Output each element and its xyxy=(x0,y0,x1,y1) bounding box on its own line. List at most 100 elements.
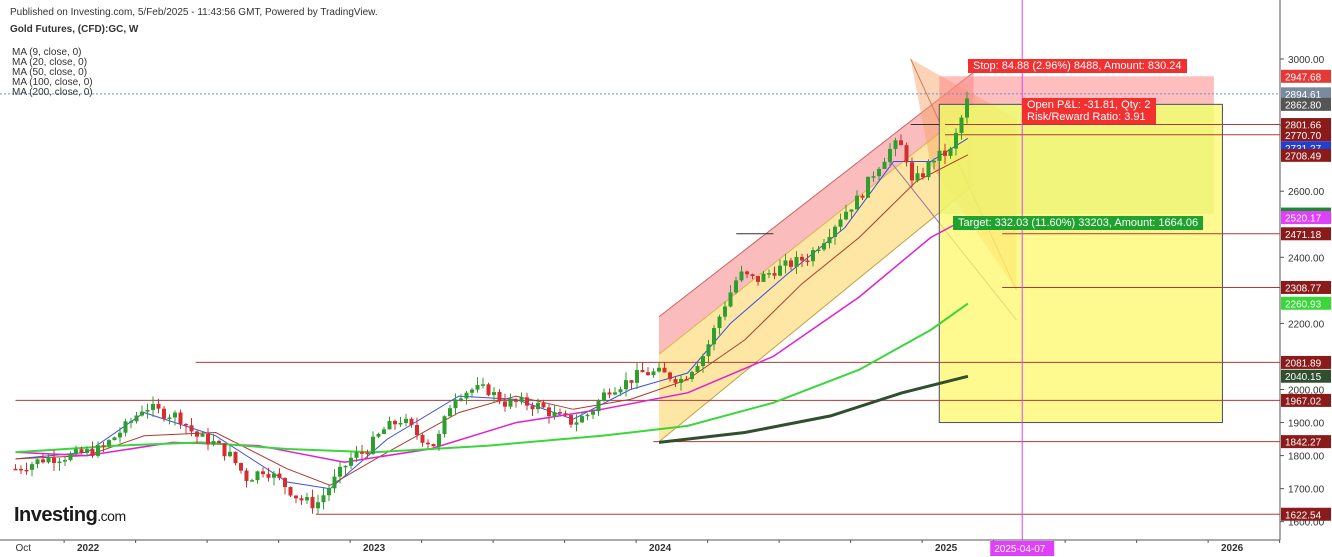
candle-body xyxy=(272,473,276,478)
candle-body xyxy=(140,411,144,416)
candle-body xyxy=(915,173,920,181)
candle-body xyxy=(860,195,865,198)
price-label-box[interactable] xyxy=(1281,296,1331,310)
candle-body xyxy=(35,459,40,465)
candle-body xyxy=(789,260,793,267)
rr-label: Risk/Reward Ratio: 3.91 xyxy=(1027,111,1146,123)
candle-body xyxy=(877,168,881,177)
candle-body xyxy=(750,274,755,277)
price-label: 2520.17 xyxy=(1285,214,1322,225)
price-label-box[interactable] xyxy=(1281,211,1331,225)
candle-body xyxy=(415,424,419,436)
candle-body xyxy=(882,161,887,169)
price-label-box[interactable] xyxy=(1281,148,1331,162)
price-label-box[interactable] xyxy=(1281,97,1331,111)
price-label-box[interactable] xyxy=(1281,87,1331,101)
candle-body xyxy=(173,412,177,418)
price-label-box[interactable] xyxy=(1281,69,1331,83)
candle-body xyxy=(470,389,474,393)
channel-lower-line[interactable] xyxy=(658,184,974,443)
price-label-box[interactable] xyxy=(1281,507,1331,521)
time-tick-label: 2022 xyxy=(77,543,100,554)
candle-body xyxy=(24,469,29,472)
candle-body xyxy=(459,398,463,401)
target-label[interactable]: Target: 332.03 (11.60%) 33203, Amount: 1… xyxy=(953,216,1204,230)
ma-line-1 xyxy=(15,137,969,490)
price-label-box[interactable] xyxy=(1281,227,1331,241)
candle-body xyxy=(349,457,353,466)
candle-body xyxy=(717,316,722,329)
candle-body xyxy=(382,429,386,434)
candle-body xyxy=(706,344,711,357)
candle-body xyxy=(844,211,848,220)
ma-line-5 xyxy=(658,374,969,444)
candle-body xyxy=(613,392,617,395)
candle-body xyxy=(448,408,452,417)
candle-body xyxy=(343,465,348,468)
time-axis[interactable]: Oct 2022 2023 2024 2025 2026 2025-04-07 xyxy=(0,539,1281,556)
candle-body xyxy=(283,478,287,488)
candle-body xyxy=(464,392,469,399)
candle-body xyxy=(151,403,155,410)
price-label-box[interactable] xyxy=(1281,435,1331,449)
candle-body xyxy=(79,449,84,454)
time-tick-label: 2025 xyxy=(935,543,958,554)
channel-upper-line[interactable] xyxy=(658,71,974,318)
channel-mid-line[interactable] xyxy=(658,105,974,355)
price-label: 1622.54 xyxy=(1285,510,1322,521)
candle-body xyxy=(316,502,320,509)
candle-body xyxy=(580,416,584,423)
candle-body xyxy=(800,256,804,261)
candle-body xyxy=(525,397,529,406)
price-axis[interactable]: 3000.002800.002600.002400.002200.002000.… xyxy=(1279,0,1332,540)
candle-body xyxy=(404,418,408,423)
price-label: 2801.66 xyxy=(1285,121,1322,132)
candle-body xyxy=(822,243,826,250)
price-label: 2081.89 xyxy=(1285,358,1322,369)
price-label: 2308.77 xyxy=(1285,283,1322,294)
date-highlight-box[interactable] xyxy=(990,541,1055,556)
candle-body xyxy=(959,117,964,133)
candle-body xyxy=(371,436,375,454)
candle-body xyxy=(178,412,183,424)
candle-body xyxy=(712,328,716,345)
candle-body xyxy=(486,384,491,396)
candle-body xyxy=(211,441,216,445)
price-label-box[interactable] xyxy=(1281,118,1331,132)
candle-body xyxy=(420,435,425,443)
candle-body xyxy=(640,370,645,373)
candle-body xyxy=(668,372,672,380)
price-label-box[interactable] xyxy=(1281,369,1331,383)
candle-body xyxy=(910,162,914,181)
investing-logo: Investing.com xyxy=(14,504,126,526)
candle-body xyxy=(624,380,628,390)
ma-legend-9: MA (9, close, 0) xyxy=(12,47,82,58)
stop-label[interactable]: Stop: 84.88 (2.96%) 8488, Amount: 830.24 xyxy=(968,59,1187,73)
candle-body xyxy=(327,488,331,496)
candle-body xyxy=(629,380,634,383)
candle-body xyxy=(112,437,117,441)
price-label-box[interactable] xyxy=(1281,128,1331,142)
candle-body xyxy=(167,417,172,419)
candle-body xyxy=(558,412,562,414)
price-label-box[interactable] xyxy=(1281,280,1331,294)
price-label-box[interactable] xyxy=(1281,393,1331,407)
candle-body xyxy=(552,412,557,417)
candle-body xyxy=(618,389,623,393)
candle-body xyxy=(431,443,436,447)
ma-line-4 xyxy=(15,302,969,454)
price-label-box[interactable] xyxy=(1281,355,1331,369)
candle-body xyxy=(569,415,573,425)
pnl-box[interactable]: Open P&L: -31.81, Qty: 2 Risk/Reward Rat… xyxy=(1022,98,1156,124)
candle-body xyxy=(888,148,892,162)
candle-body xyxy=(244,470,249,481)
candle-body xyxy=(948,148,953,156)
position-tool[interactable] xyxy=(938,76,1223,424)
candle-body xyxy=(690,372,694,379)
candle-body xyxy=(261,471,265,475)
price-label: 2040.15 xyxy=(1285,372,1322,383)
candle-body xyxy=(492,391,496,396)
ma-legend-200: MA (200, close, 0) xyxy=(12,87,93,98)
candle-body xyxy=(728,292,733,307)
